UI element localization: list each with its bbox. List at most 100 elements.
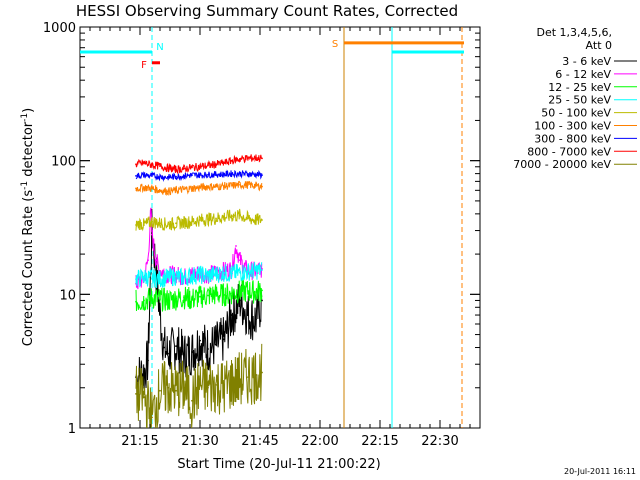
series-5-point-10 xyxy=(215,185,217,188)
series-5-point-7 xyxy=(191,187,193,190)
series-4-point-13 xyxy=(231,215,233,217)
series-8-point-3 xyxy=(159,389,161,392)
legend-label-4: 50 - 100 keV xyxy=(541,107,611,120)
series-0-point-17 xyxy=(247,314,249,316)
series-line-7 xyxy=(135,154,263,175)
series-5-point-14 xyxy=(247,183,249,186)
x-axis: 21:15 21:30 21:45 22:00 22:15 22:30 xyxy=(79,27,481,449)
series-0-point-18 xyxy=(255,318,257,321)
series-3-point-9 xyxy=(207,274,209,277)
series-1-point-3 xyxy=(149,210,152,212)
series-0-point-2 xyxy=(143,371,145,374)
series-3-point-1 xyxy=(143,276,145,278)
series-2-point-13 xyxy=(239,290,241,293)
series-8-point-16 xyxy=(261,371,263,374)
series-2-point-5 xyxy=(175,297,177,300)
series-line-3 xyxy=(135,262,263,289)
series-8-point-10 xyxy=(215,384,217,386)
series-0-point-14 xyxy=(223,338,225,341)
timestamp: 20-Jul-2011 16:11 xyxy=(564,467,636,476)
series-6-point-10 xyxy=(215,173,217,176)
y-axis-label: Corrected Count Rate (s-1 detector-1) xyxy=(20,108,36,346)
series-6-point-12 xyxy=(231,172,233,175)
series-4-point-6 xyxy=(175,222,177,225)
series-2-point-4 xyxy=(167,299,169,302)
xtick-label: 22:00 xyxy=(301,434,338,449)
series-0-point-7 xyxy=(167,352,169,355)
series-5-point-12 xyxy=(231,184,233,187)
series-3-point-6 xyxy=(183,276,185,279)
series-6 xyxy=(135,169,263,183)
y-axis: 1 10 100 1000 xyxy=(43,21,480,437)
series-8-point-13 xyxy=(239,378,241,381)
series-3-point-11 xyxy=(223,271,225,274)
series-3-point-13 xyxy=(239,271,241,274)
series-7-point-1 xyxy=(143,162,145,164)
series-7-point-4 xyxy=(167,167,169,169)
xtick-label: 22:30 xyxy=(421,434,458,449)
series-4-point-15 xyxy=(247,217,249,220)
series-3-point-14 xyxy=(247,270,249,273)
series-2-point-12 xyxy=(231,292,233,295)
series-6-point-8 xyxy=(199,174,201,176)
series-7-point-11 xyxy=(223,162,225,164)
series-line-8 xyxy=(135,343,263,428)
series-2-point-15 xyxy=(255,291,257,293)
legend-label-3: 25 - 50 keV xyxy=(548,94,611,107)
series-5-point-8 xyxy=(199,186,201,189)
series-8-point-15 xyxy=(255,373,257,376)
series-4-point-7 xyxy=(183,221,185,224)
series-6-point-7 xyxy=(191,174,193,176)
series-7-point-16 xyxy=(261,157,263,160)
series-7-point-3 xyxy=(159,165,161,168)
legend-label-7: 800 - 7000 keV xyxy=(527,145,611,158)
series-1-point-17 xyxy=(239,259,241,262)
series-4-point-3 xyxy=(151,220,153,223)
series-6-point-5 xyxy=(175,175,177,178)
series-7-point-9 xyxy=(207,164,209,167)
series-6-point-11 xyxy=(223,173,225,176)
series-5-point-3 xyxy=(159,189,161,192)
series-1-point-5 xyxy=(155,259,157,262)
series-line-6 xyxy=(135,169,263,183)
series-group xyxy=(135,154,263,428)
series-4-point-10 xyxy=(207,218,209,221)
series-5-point-13 xyxy=(239,183,241,186)
series-1-point-2 xyxy=(147,259,149,262)
series-5-point-4 xyxy=(167,190,169,193)
series-8-point-12 xyxy=(231,381,233,384)
series-0-point-5 xyxy=(159,314,161,316)
series-8-point-7 xyxy=(191,399,193,402)
series-8 xyxy=(135,343,263,428)
legend-header-line2: Att 0 xyxy=(586,39,612,52)
series-5-point-2 xyxy=(151,187,153,190)
series-7-point-7 xyxy=(191,166,193,169)
y-axis-label-sup2: -1 xyxy=(20,113,30,122)
series-4-point-9 xyxy=(199,219,201,221)
series-4-point-1 xyxy=(139,222,141,225)
series-5-point-9 xyxy=(207,185,209,188)
series-7-point-15 xyxy=(255,156,257,159)
series-1-point-16 xyxy=(235,245,237,247)
legend-label-0: 3 - 6 keV xyxy=(562,55,611,68)
ytick-label: 1 xyxy=(68,422,76,437)
series-2-point-7 xyxy=(191,298,193,301)
series-7-point-5 xyxy=(175,168,177,171)
x-axis-label: Start Time (20-Jul-11 21:00:22) xyxy=(177,457,380,472)
series-2-point-2 xyxy=(151,297,153,299)
series-6-point-2 xyxy=(151,174,153,177)
series-5 xyxy=(135,180,263,196)
series-5-point-1 xyxy=(143,186,145,189)
series-3-point-2 xyxy=(151,277,153,280)
series-7-point-10 xyxy=(215,163,217,166)
legend-label-2: 12 - 25 keV xyxy=(548,81,611,94)
series-4-point-14 xyxy=(239,214,241,217)
series-2-point-3 xyxy=(159,298,161,301)
series-8-point-0 xyxy=(135,392,137,395)
series-6-point-16 xyxy=(261,174,263,176)
series-5-point-11 xyxy=(223,185,225,188)
series-5-point-0 xyxy=(135,187,137,190)
series-2-point-14 xyxy=(247,290,249,292)
